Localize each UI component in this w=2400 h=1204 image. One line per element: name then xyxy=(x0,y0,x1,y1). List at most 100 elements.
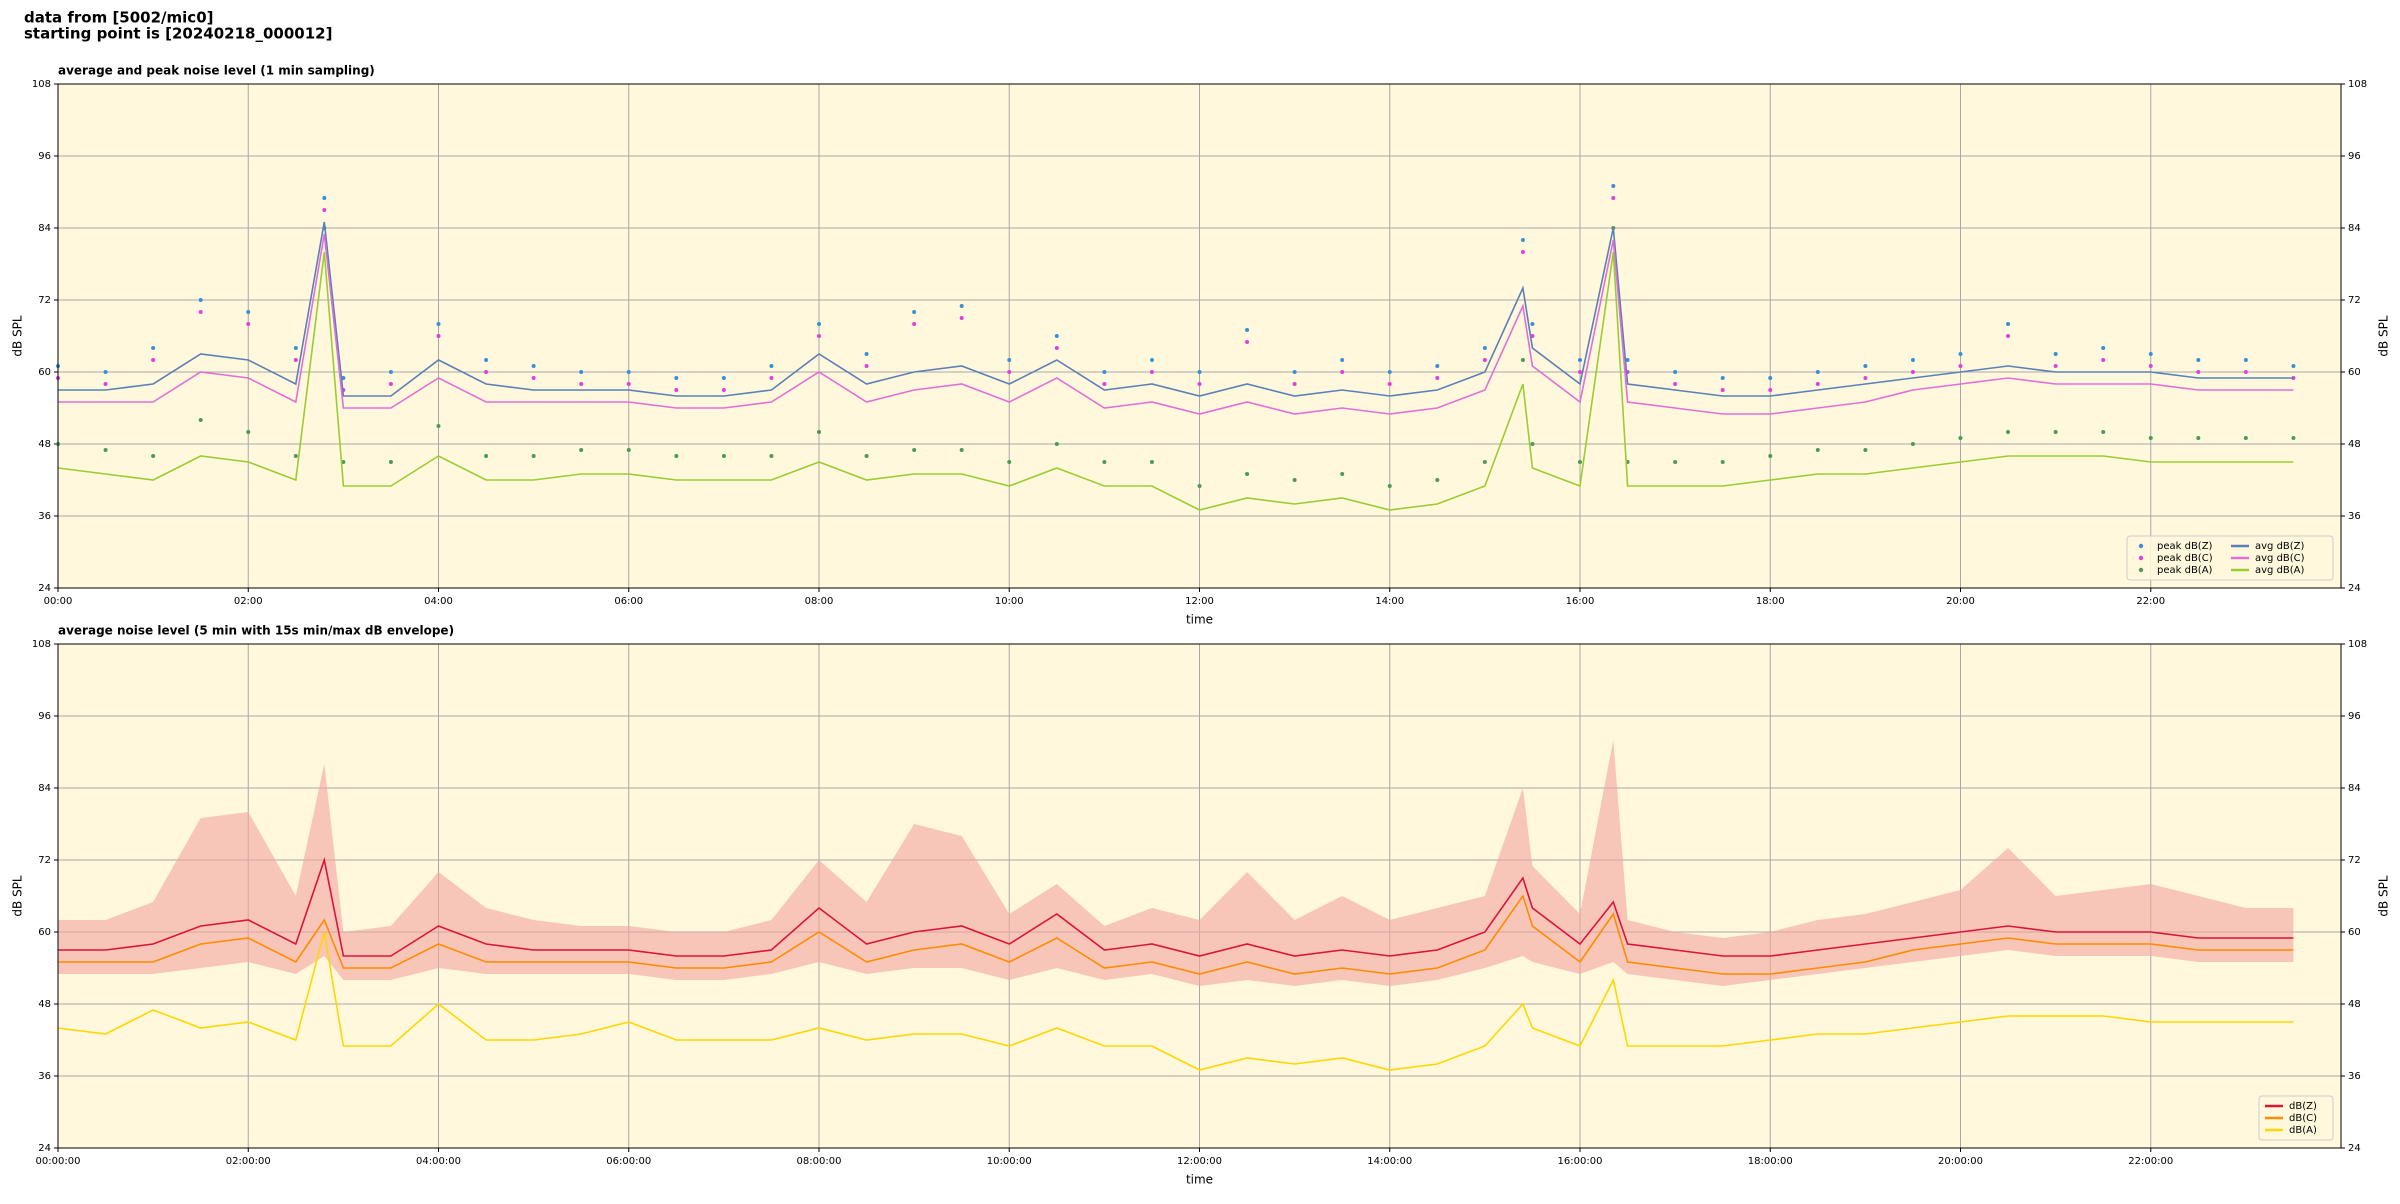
peak-point xyxy=(1530,322,1535,326)
y-tick-label: 24 xyxy=(38,583,51,594)
x-tick-label: 20:00:00 xyxy=(1938,1156,1983,1167)
legend-label: peak dB(A) xyxy=(2157,565,2213,576)
peak-point xyxy=(626,370,631,374)
y-tick-label: 48 xyxy=(38,439,51,450)
peak-point xyxy=(341,460,346,464)
y-tick-label: 96 xyxy=(2348,711,2361,722)
peak-point xyxy=(769,364,774,368)
peak-point xyxy=(2101,346,2106,350)
peak-point xyxy=(1530,442,1535,446)
peak-point xyxy=(1768,388,1773,392)
peak-point xyxy=(1102,382,1107,386)
y-tick-label: 108 xyxy=(32,79,51,90)
peak-point xyxy=(246,430,251,434)
peak-point xyxy=(1054,334,1059,338)
peak-point xyxy=(1245,340,1250,344)
peak-point xyxy=(103,370,108,374)
peak-point xyxy=(674,388,679,392)
peak-point xyxy=(1958,352,1963,356)
peak-point xyxy=(1340,472,1345,476)
x-tick-label: 18:00 xyxy=(1756,596,1785,607)
peak-point xyxy=(1611,196,1616,200)
peak-point xyxy=(864,364,869,368)
peak-point xyxy=(1673,382,1678,386)
peak-point xyxy=(322,208,327,212)
peak-point xyxy=(1245,328,1250,332)
header-line: starting point is [20240218_000012] xyxy=(24,25,332,43)
y-tick-label: 60 xyxy=(38,927,51,938)
y-tick-label: 72 xyxy=(2348,295,2361,306)
peak-point xyxy=(1958,364,1963,368)
peak-point xyxy=(2101,358,2106,362)
legend-box xyxy=(2126,535,2334,581)
legend-label: avg dB(C) xyxy=(2255,553,2305,564)
peak-point xyxy=(1149,358,1154,362)
peak-point xyxy=(1910,370,1915,374)
peak-point xyxy=(531,364,536,368)
y-tick-label: 72 xyxy=(2348,855,2361,866)
plot-frame xyxy=(57,83,2342,589)
y-axis-label: dB SPL xyxy=(2377,875,2391,917)
y-tick-label: 36 xyxy=(2348,511,2361,522)
legend-marker xyxy=(2138,555,2144,561)
x-tick-label: 08:00 xyxy=(805,596,834,607)
peak-point xyxy=(2243,436,2248,440)
legend-label: peak dB(C) xyxy=(2157,553,2213,564)
peak-point xyxy=(484,358,489,362)
peak-point xyxy=(293,454,298,458)
peak-point xyxy=(341,376,346,380)
peak-point xyxy=(579,448,584,452)
peak-point xyxy=(293,358,298,362)
x-tick-label: 02:00 xyxy=(234,596,263,607)
legend-label: peak dB(Z) xyxy=(2157,541,2213,552)
x-tick-label: 06:00 xyxy=(614,596,643,607)
peak-point xyxy=(198,418,203,422)
peak-point xyxy=(1149,460,1154,464)
peak-point xyxy=(1197,382,1202,386)
peak-point xyxy=(2196,370,2201,374)
peak-point xyxy=(1768,376,1773,380)
peak-point xyxy=(1863,364,1868,368)
peak-point xyxy=(198,310,203,314)
x-tick-label: 10:00 xyxy=(995,596,1024,607)
peak-point xyxy=(151,358,156,362)
peak-point xyxy=(1054,346,1059,350)
peak-point xyxy=(2243,358,2248,362)
peak-point xyxy=(2148,352,2153,356)
peak-point xyxy=(674,454,679,458)
series-line xyxy=(57,931,2294,1071)
peak-point xyxy=(2006,322,2011,326)
y-tick-label: 24 xyxy=(38,1143,51,1154)
series-line xyxy=(58,221,2294,397)
x-tick-label: 22:00 xyxy=(2136,596,2165,607)
peak-point xyxy=(531,454,536,458)
peak-point xyxy=(388,460,393,464)
legend-label: dB(Z) xyxy=(2289,1101,2317,1112)
peak-point xyxy=(912,310,917,314)
y-tick-label: 48 xyxy=(38,999,51,1010)
y-tick-label: 84 xyxy=(38,783,51,794)
plot-frame xyxy=(57,643,2342,1149)
peak-point xyxy=(103,448,108,452)
peak-point xyxy=(1007,370,1012,374)
peak-point xyxy=(103,382,108,386)
peak-point xyxy=(959,304,964,308)
y-tick-label: 36 xyxy=(38,511,51,522)
peak-point xyxy=(1673,460,1678,464)
y-tick-label: 36 xyxy=(38,1071,51,1082)
x-tick-label: 10:00:00 xyxy=(987,1156,1032,1167)
header-line: data from [5002/mic0] xyxy=(24,9,214,27)
peak-point xyxy=(1149,370,1154,374)
series-line xyxy=(58,233,2294,415)
peak-point xyxy=(2291,436,2296,440)
peak-point xyxy=(1007,358,1012,362)
y-tick-label: 72 xyxy=(38,855,51,866)
peak-point xyxy=(2148,436,2153,440)
y-tick-label: 24 xyxy=(2348,1143,2361,1154)
x-axis-label: time xyxy=(1186,1173,1213,1187)
x-tick-label: 12:00 xyxy=(1185,596,1214,607)
peak-point xyxy=(436,322,441,326)
y-tick-label: 96 xyxy=(38,151,51,162)
peak-point xyxy=(246,310,251,314)
peak-point xyxy=(2053,352,2058,356)
